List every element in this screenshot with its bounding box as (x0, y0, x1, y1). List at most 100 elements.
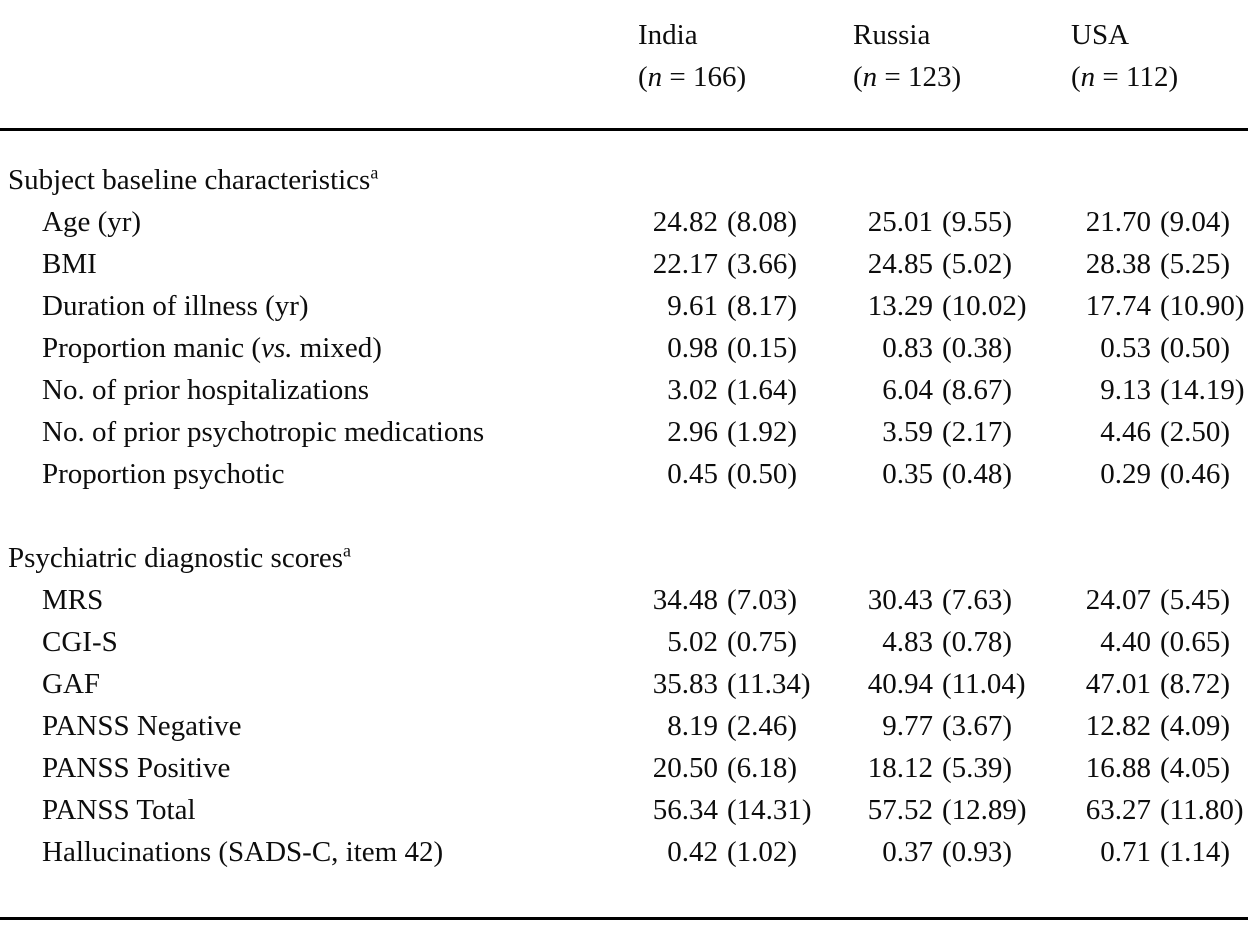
column-sample-size: (n = 123) (853, 61, 962, 93)
value-cell-india: 5.02 (0.75) (638, 621, 853, 663)
mean-value: 0.45 (667, 458, 718, 490)
sd-value: (3.66) (727, 248, 798, 280)
mean-value: 4.40 (1100, 626, 1151, 658)
mean-value: 6.04 (882, 374, 933, 406)
sd-value: (0.75) (727, 626, 798, 658)
mean-value: 9.61 (667, 290, 718, 322)
row-label: Proportion manic (vs. mixed) (42, 332, 382, 364)
value-cell-russia: 24.85 (5.02) (853, 243, 1071, 285)
sd-value: (0.15) (727, 332, 798, 364)
row-label: Duration of illness (yr) (42, 290, 309, 322)
mean-value: 24.85 (867, 248, 933, 280)
sd-value: (14.19) (1160, 374, 1245, 406)
value-cell-india: 0.45 (0.50) (638, 453, 853, 495)
mean-value: 24.07 (1085, 584, 1151, 616)
sd-value: (5.25) (1160, 248, 1231, 280)
mean-value: 0.29 (1100, 458, 1151, 490)
mean-value: 0.53 (1100, 332, 1151, 364)
table-row: Age (yr) 24.82 (8.08) 25.01 (9.55) 21.70 (9.04… (0, 201, 1248, 243)
sd-value: (6.18) (727, 752, 798, 784)
mean-value: 34.48 (652, 584, 718, 616)
value-cell-russia: 57.52 (12.89) (853, 789, 1071, 831)
sd-value: (8.72) (1160, 668, 1231, 700)
sd-value: (0.78) (942, 626, 1013, 658)
row-label: PANSS Negative (42, 710, 242, 742)
value-cell-india: 35.83 (11.34) (638, 663, 853, 705)
value-cell-russia: 3.59 (2.17) (853, 411, 1071, 453)
mean-value: 20.50 (652, 752, 718, 784)
table-row: Duration of illness (yr) 9.61 (8.17) 13.29 (… (0, 285, 1248, 327)
table-row: Proportion psychotic 0.45 (0.50) 0.35 (0.48)… (0, 453, 1248, 495)
mean-value: 0.37 (882, 836, 933, 868)
mean-value: 22.17 (652, 248, 718, 280)
value-cell-russia: 30.43 (7.63) (853, 579, 1071, 621)
mean-value: 0.71 (1100, 836, 1151, 868)
mean-value: 35.83 (652, 668, 718, 700)
sd-value: (1.14) (1160, 836, 1231, 868)
table-row: PANSS Negative 8.19 (2.46) 9.77 (3.67) 12.82 (… (0, 705, 1248, 747)
column-header-india: India (n = 166) (638, 14, 853, 98)
value-cell-india: 34.48 (7.03) (638, 579, 853, 621)
value-cell-usa: 12.82 (4.09) (1071, 705, 1248, 747)
mean-value: 0.42 (667, 836, 718, 868)
sd-value: (9.55) (942, 206, 1013, 238)
mean-value: 2.96 (667, 416, 718, 448)
table-row: No. of prior psychotropic medications 2.9… (0, 411, 1248, 453)
value-cell-india: 0.98 (0.15) (638, 327, 853, 369)
table-row: Proportion manic (vs. mixed) 0.98 (0.15) 0.… (0, 327, 1248, 369)
mean-value: 17.74 (1085, 290, 1151, 322)
mean-value: 40.94 (867, 668, 933, 700)
mean-value: 3.59 (882, 416, 933, 448)
sd-value: (8.67) (942, 374, 1013, 406)
mean-value: 4.83 (882, 626, 933, 658)
value-cell-usa: 0.29 (0.46) (1071, 453, 1248, 495)
footnote-marker: a (343, 540, 352, 561)
mean-value: 24.82 (652, 206, 718, 238)
row-label: No. of prior hospitalizations (42, 374, 370, 406)
column-sample-size: (n = 112) (1071, 61, 1179, 93)
footnote-marker: a (370, 162, 379, 183)
table-row: GAF 35.83 (11.34) 40.94 (11.04) 47.01 (8.72) (0, 663, 1248, 705)
value-cell-india: 9.61 (8.17) (638, 285, 853, 327)
mean-value: 8.19 (667, 710, 718, 742)
value-cell-india: 0.42 (1.02) (638, 831, 853, 873)
sd-value: (1.64) (727, 374, 798, 406)
mean-value: 0.35 (882, 458, 933, 490)
column-name: Russia (853, 19, 931, 51)
sd-value: (8.17) (727, 290, 798, 322)
mean-value: 28.38 (1085, 248, 1151, 280)
value-cell-russia: 4.83 (0.78) (853, 621, 1071, 663)
sd-value: (0.93) (942, 836, 1013, 868)
value-cell-usa: 9.13 (14.19) (1071, 369, 1248, 411)
sd-value: (8.08) (727, 206, 798, 238)
sd-value: (0.46) (1160, 458, 1231, 490)
mean-value: 21.70 (1085, 206, 1151, 238)
value-cell-india: 56.34 (14.31) (638, 789, 853, 831)
row-label: BMI (42, 248, 97, 280)
mean-value: 18.12 (867, 752, 933, 784)
table-row: PANSS Total 56.34 (14.31) 57.52 (12.89) 63.27… (0, 789, 1248, 831)
value-cell-usa: 28.38 (5.25) (1071, 243, 1248, 285)
sd-value: (9.04) (1160, 206, 1231, 238)
value-cell-russia: 6.04 (8.67) (853, 369, 1071, 411)
value-cell-india: 2.96 (1.92) (638, 411, 853, 453)
sd-value: (10.90) (1160, 290, 1245, 322)
table-row: MRS 34.48 (7.03) 30.43 (7.63) 24.07 (5.45) (0, 579, 1248, 621)
table-body: Subject baseline characteristicsa Age (yr… (0, 159, 1248, 873)
sd-value: (5.45) (1160, 584, 1231, 616)
mean-value: 13.29 (867, 290, 933, 322)
value-cell-india: 3.02 (1.64) (638, 369, 853, 411)
value-cell-india: 24.82 (8.08) (638, 201, 853, 243)
section-title: Subject baseline characteristicsa (8, 162, 379, 196)
value-cell-usa: 21.70 (9.04) (1071, 201, 1248, 243)
value-cell-usa: 0.71 (1.14) (1071, 831, 1248, 873)
column-sample-size: (n = 166) (638, 61, 747, 93)
sd-value: (0.50) (1160, 332, 1231, 364)
column-header-russia: Russia (n = 123) (853, 14, 1071, 98)
table-row: Hallucinations (SADS-C, item 42) 0.42 (1.0… (0, 831, 1248, 873)
value-cell-usa: 63.27 (11.80) (1071, 789, 1248, 831)
row-label: Age (yr) (42, 206, 142, 238)
mean-value: 63.27 (1085, 794, 1151, 826)
sd-value: (1.92) (727, 416, 798, 448)
